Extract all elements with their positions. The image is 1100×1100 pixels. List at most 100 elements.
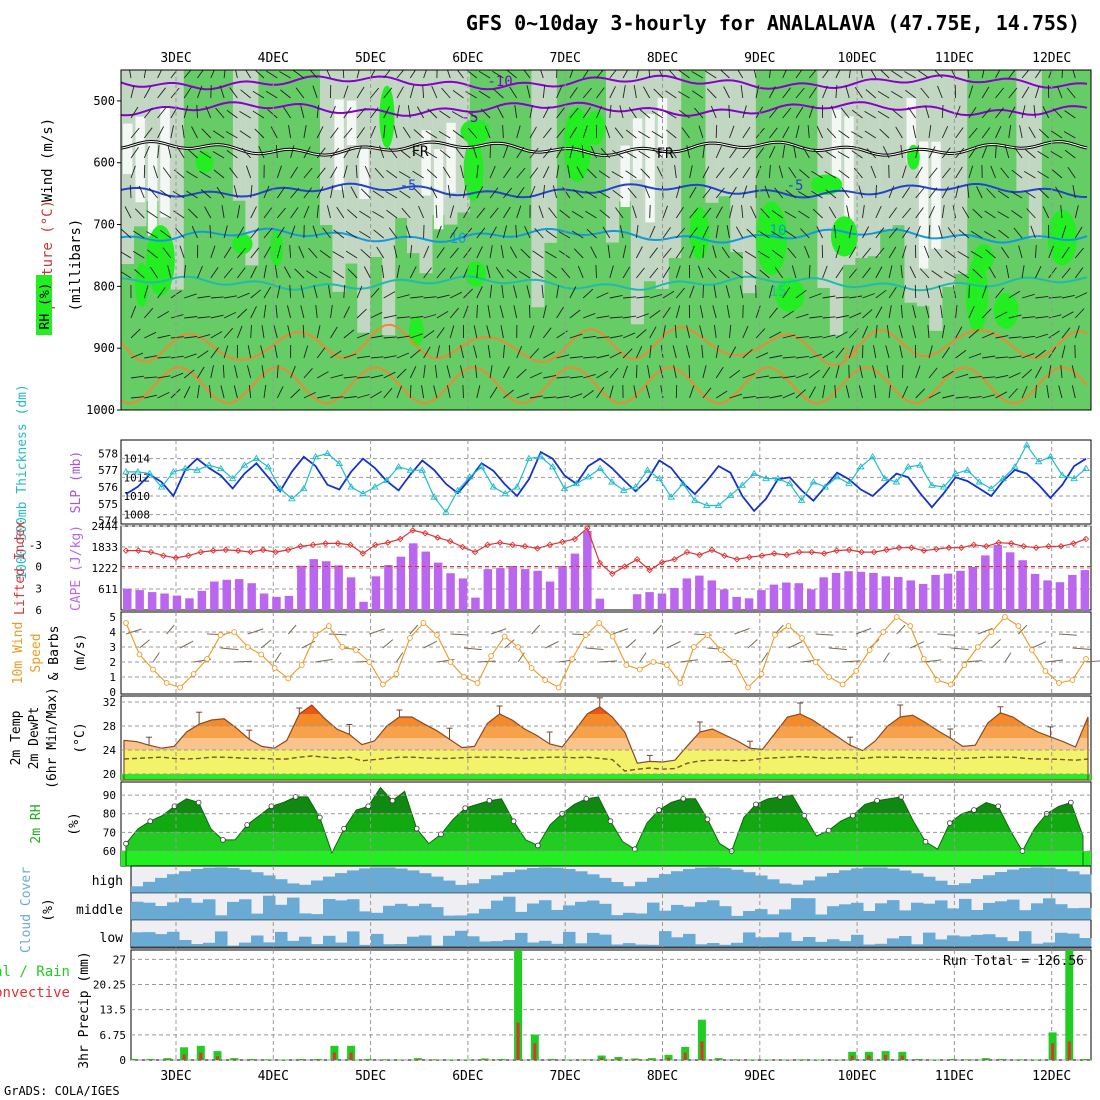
wind-barb xyxy=(995,335,1009,339)
thickness-point xyxy=(489,483,498,490)
wind-barb xyxy=(121,271,132,279)
wind-barb xyxy=(925,305,930,319)
wind-barb xyxy=(263,305,267,319)
wind-barb xyxy=(328,285,331,299)
top-date-labels: 3DEC 4DEC 5DEC 6DEC 7DEC 8DEC 9DEC 10DEC 11DEC 12… xyxy=(160,51,1071,66)
wind-barb xyxy=(888,305,892,319)
wind-barb xyxy=(1033,105,1036,119)
wind-barb xyxy=(157,287,166,299)
wind-barb xyxy=(909,266,917,279)
wind-barb xyxy=(221,205,225,219)
wind-barb xyxy=(383,336,397,339)
wind-barb xyxy=(204,206,212,219)
wind-barb xyxy=(985,249,996,259)
wind-barb xyxy=(900,265,903,279)
lifted-index-point xyxy=(409,527,416,534)
wind10m-point xyxy=(420,620,427,626)
wind-barb xyxy=(209,224,212,239)
wind-barb xyxy=(556,376,570,379)
wind-barb xyxy=(622,266,631,279)
wind-barb xyxy=(425,130,438,139)
cloud-cell xyxy=(179,898,192,920)
wind10m-barb xyxy=(639,652,647,663)
precip-convective-bar xyxy=(232,1059,236,1060)
rh-very-dry-band xyxy=(359,148,369,200)
wind-barb xyxy=(172,191,185,199)
wind-barb xyxy=(562,186,571,199)
cloud-cell xyxy=(539,940,552,947)
wind-barb xyxy=(569,70,574,79)
cloud-cell xyxy=(263,875,276,893)
wind-barb xyxy=(1013,227,1023,239)
wind-barb xyxy=(720,70,730,79)
wind-barb xyxy=(928,167,938,179)
wind-barb xyxy=(316,347,326,359)
wind-barb xyxy=(835,315,849,319)
temp-tick-label: 20 xyxy=(103,768,116,781)
wind10m-point xyxy=(447,659,454,665)
wind10m-barb xyxy=(882,652,890,663)
wind-barb xyxy=(862,267,871,279)
wind-barb xyxy=(955,185,959,199)
wind-barb xyxy=(648,70,651,79)
bottom-date-label: 12DEC xyxy=(1032,1069,1071,1084)
cloud-cell xyxy=(131,901,144,920)
wind-barb xyxy=(822,70,830,79)
top-date-label: 6DEC xyxy=(452,51,483,66)
temp-base-band xyxy=(121,774,1091,780)
wind10m-barb xyxy=(1058,633,1077,636)
cape-bar xyxy=(757,590,766,610)
wind-barb xyxy=(582,70,589,79)
cape-bar xyxy=(1018,560,1027,610)
wind-barb xyxy=(1035,316,1049,319)
wind-barb xyxy=(995,374,1009,379)
wind-barb xyxy=(233,385,238,399)
cloud-cell xyxy=(1079,907,1092,920)
wind-barb xyxy=(668,70,677,79)
wind-barb xyxy=(686,325,691,339)
cloud-cell xyxy=(419,873,432,893)
wind-barb xyxy=(569,309,581,319)
wind-barb xyxy=(877,110,890,119)
wind10m-barb xyxy=(923,659,942,663)
wind-barb xyxy=(875,247,885,259)
top-date-label: 8DEC xyxy=(647,51,678,66)
thickness-point xyxy=(169,468,178,475)
wind-barb xyxy=(263,227,273,239)
wind-barb xyxy=(236,325,243,339)
wind-barb xyxy=(170,70,178,79)
cloud-cell xyxy=(407,936,420,947)
cloud-cell xyxy=(1007,899,1020,920)
wind-barb xyxy=(332,270,345,279)
wind-barb xyxy=(330,350,342,359)
wind-barb xyxy=(157,126,164,139)
wind-barb xyxy=(476,227,486,239)
wind-barb xyxy=(912,125,917,139)
wind-barb xyxy=(412,150,424,159)
rh-point xyxy=(801,812,808,819)
cloud-cell xyxy=(359,868,372,893)
wind-barb xyxy=(795,289,807,299)
rh-dry-band xyxy=(369,70,383,257)
wind-barb xyxy=(951,70,957,79)
wind-barb xyxy=(430,186,438,199)
wind-barb xyxy=(489,165,496,179)
wind-barb xyxy=(702,226,709,239)
cloud-cell xyxy=(587,874,600,893)
wind10m-point xyxy=(285,675,292,682)
wind-barb xyxy=(928,224,931,239)
cloud-cell xyxy=(167,874,180,893)
wind10m-point xyxy=(434,632,440,638)
wind-barb xyxy=(396,265,400,279)
cape-bar xyxy=(1080,570,1090,610)
wind-barb xyxy=(986,188,996,199)
wind-barb xyxy=(506,70,517,79)
cloud-cell xyxy=(1055,904,1068,920)
wind-barb xyxy=(756,396,770,399)
wind-barb xyxy=(941,126,949,139)
wind-barb xyxy=(245,165,252,179)
precip-convective-bar xyxy=(1067,1041,1071,1060)
wind-barb xyxy=(208,385,212,399)
wind-barb xyxy=(599,209,611,219)
rh-dry-band xyxy=(319,70,334,225)
